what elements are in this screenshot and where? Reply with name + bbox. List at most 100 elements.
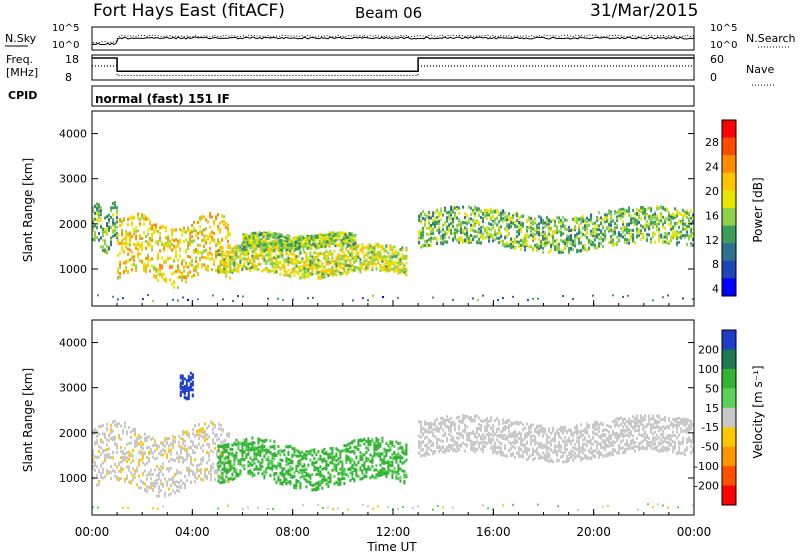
power-point (604, 220, 607, 224)
velocity-point (182, 458, 184, 462)
velocity-point (315, 488, 318, 492)
power-point (125, 268, 128, 272)
power-point (343, 255, 346, 259)
velocity-point (190, 460, 192, 464)
power-point (588, 241, 591, 245)
power-point (155, 267, 158, 271)
power-point (452, 225, 455, 229)
power-point (604, 230, 607, 234)
power-point (283, 258, 286, 262)
velocity-point (219, 481, 222, 485)
nsky-label: N.Sky (5, 32, 37, 45)
power-point (440, 230, 443, 234)
power-point (251, 263, 254, 267)
power-point (548, 240, 551, 244)
power-point (347, 250, 350, 254)
power-point (153, 231, 156, 235)
power-point (542, 250, 545, 254)
velocity-point (311, 453, 314, 457)
power-point (480, 234, 483, 238)
velocity-point (208, 470, 210, 474)
power-point (112, 201, 114, 205)
power-point (474, 205, 477, 209)
power-point (121, 239, 124, 243)
power-point (119, 263, 122, 267)
power-point (96, 204, 98, 208)
power-point (145, 235, 148, 239)
velocity-point (239, 459, 242, 463)
power-point (127, 232, 130, 236)
power-point (367, 261, 370, 265)
power-point (337, 269, 340, 273)
power-point (514, 246, 517, 250)
velocity-point (156, 464, 158, 468)
nsearch-tick-top: 10^5 (710, 23, 737, 34)
velocity-point (162, 484, 164, 488)
velocity-point (188, 466, 190, 470)
power-point (342, 243, 345, 247)
power-point (263, 258, 266, 262)
power-point (161, 266, 164, 270)
power-point (279, 261, 282, 265)
power-point (322, 236, 325, 240)
power-point (584, 246, 587, 250)
power-point (325, 259, 328, 263)
power-point (560, 222, 563, 226)
velocity-point (122, 429, 124, 433)
velocity-point (170, 448, 172, 452)
power-point (330, 241, 333, 245)
power-point (448, 223, 451, 227)
velocity-point (283, 480, 286, 484)
velocity-point (283, 467, 286, 471)
velocity-point (327, 476, 330, 480)
power-point (337, 264, 340, 268)
power-point (343, 259, 346, 263)
velocity-point (174, 483, 176, 487)
power-point (494, 217, 497, 221)
power-point (341, 262, 344, 266)
power-point (518, 242, 521, 246)
power-point (189, 261, 192, 265)
velocity-point (164, 444, 166, 448)
velocity-point (212, 441, 214, 445)
power-point (660, 233, 663, 237)
power-point (401, 266, 404, 270)
power-point (454, 216, 457, 220)
power-point (326, 233, 329, 237)
velocity-point (301, 450, 304, 454)
velocity-point (104, 458, 106, 462)
velocity-point (226, 480, 228, 484)
power-point (343, 270, 346, 274)
power-point (403, 265, 406, 269)
velocity-point (146, 438, 148, 442)
power-point (576, 221, 579, 225)
power-point (610, 210, 613, 214)
power-point (102, 245, 104, 249)
power-point (399, 263, 402, 267)
velocity-point (257, 459, 260, 463)
velocity-point (313, 488, 316, 492)
power-point (612, 240, 615, 244)
power-point (346, 238, 349, 242)
velocity-point (227, 477, 230, 481)
power-point (284, 243, 287, 247)
velocity-point (152, 472, 154, 476)
velocity-point (154, 442, 156, 446)
power-point (450, 231, 453, 235)
power-point (626, 238, 629, 242)
power-point (259, 252, 262, 256)
power-point (379, 249, 382, 253)
power-point (464, 227, 467, 231)
power-point (544, 241, 547, 245)
velocity-point (219, 460, 222, 464)
power-point (323, 271, 326, 275)
power-point (353, 265, 356, 269)
power-point (548, 219, 551, 223)
power-point (446, 231, 449, 235)
power-point (474, 214, 477, 218)
power-point (458, 223, 461, 227)
power-point (450, 205, 453, 209)
power-point (317, 260, 320, 264)
velocity-point (94, 463, 96, 467)
velocity-point (178, 455, 180, 459)
